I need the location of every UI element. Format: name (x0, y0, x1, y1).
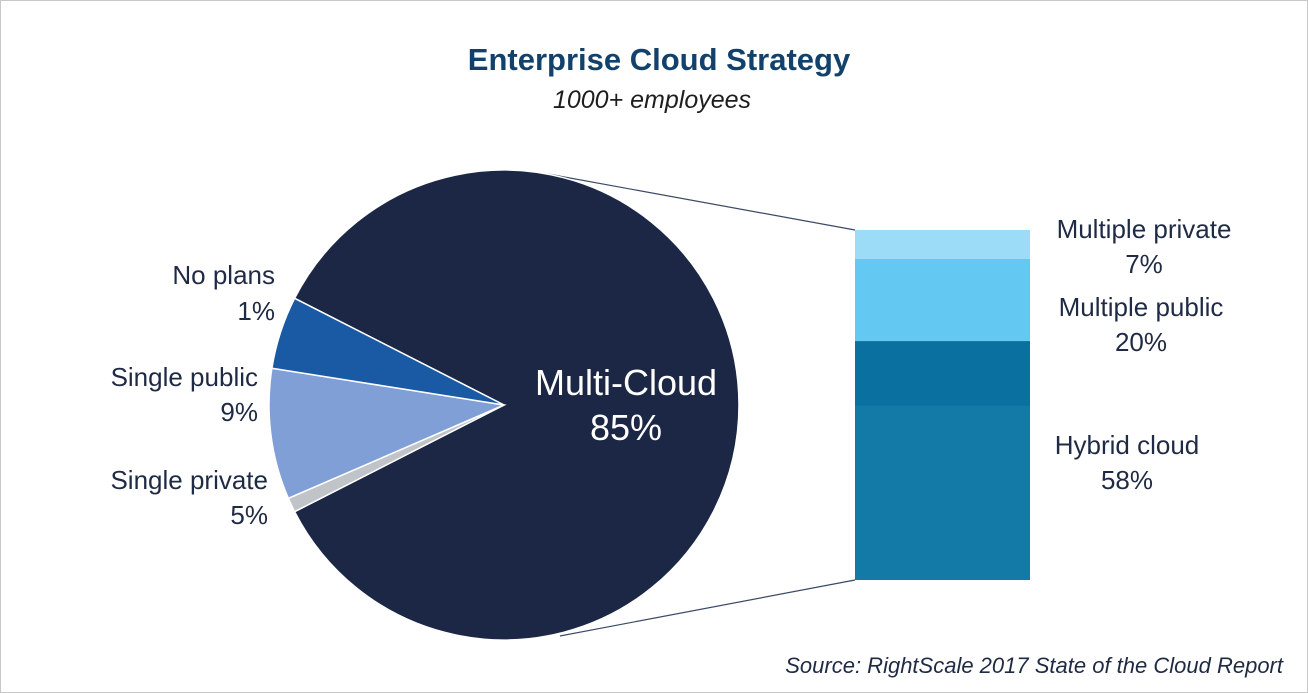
label-single-private-value: 5% (230, 500, 268, 530)
source-note: Source: RightScale 2017 State of the Clo… (785, 653, 1284, 678)
label-multiple-private-name: Multiple private (1057, 214, 1232, 244)
label-no-plans-value: 1% (237, 296, 275, 326)
label-single-public-value: 9% (220, 397, 258, 427)
label-multi-cloud-value: 85% (590, 407, 662, 448)
label-hybrid-cloud-value: 58% (1101, 465, 1153, 495)
label-multiple-public-name: Multiple public (1059, 292, 1224, 322)
pie-slice-single-private (271, 297, 505, 406)
label-no-plans-name: No plans (172, 260, 275, 290)
label-single-public-name: Single public (111, 362, 258, 392)
breakdown-bar (855, 230, 1030, 580)
label-multiple-public-value: 20% (1115, 327, 1167, 357)
connector-line-top (547, 173, 856, 231)
bar-segment-multiple-public (855, 258, 1030, 342)
bar-segment-hybrid-cloud-band (855, 341, 1030, 406)
label-multi-cloud-name: Multi-Cloud (535, 362, 717, 403)
connector-line-bottom (559, 579, 856, 637)
bar-segment-multiple-private (855, 230, 1030, 259)
pie-chart (268, 169, 740, 641)
chart-subtitle: 1000+ employees (553, 86, 751, 114)
label-multiple-private-value: 7% (1125, 249, 1163, 279)
pie-slice-multi-cloud (293, 169, 740, 641)
label-hybrid-cloud-name: Hybrid cloud (1055, 430, 1200, 460)
label-single-private-name: Single private (110, 465, 268, 495)
connector-lines (547, 173, 856, 637)
chart-title: Enterprise Cloud Strategy (468, 42, 851, 77)
pie-slice-single-public (268, 367, 507, 500)
